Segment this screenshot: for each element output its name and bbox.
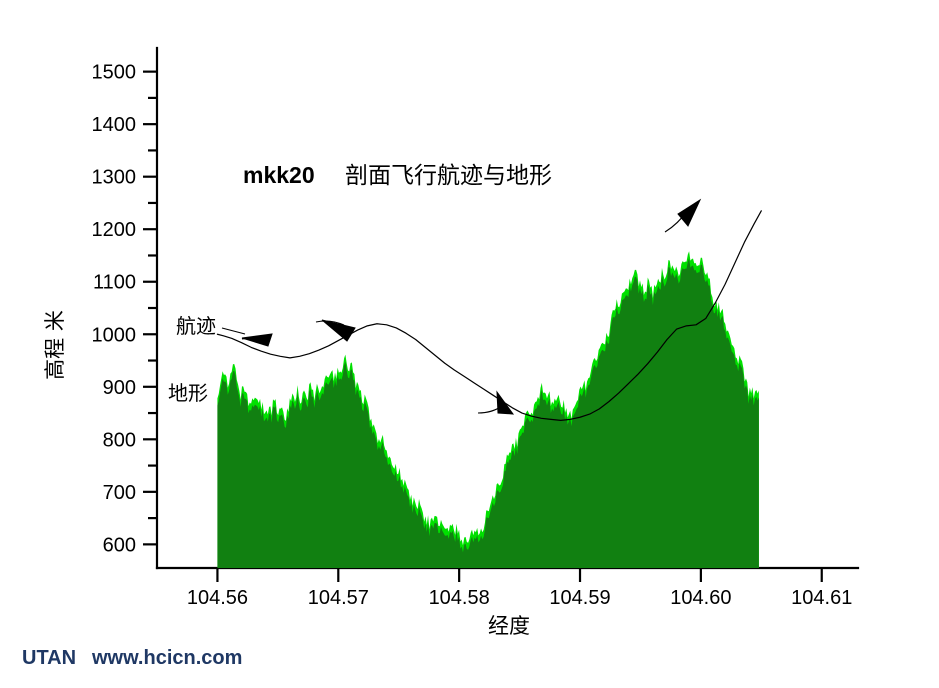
y-axis-major-ticks bbox=[143, 70, 157, 546]
terrain-series bbox=[217, 251, 759, 568]
arrow-left-icon bbox=[241, 333, 273, 347]
terrain-fill-area bbox=[217, 258, 759, 568]
chart-title-prefix: mkk20 bbox=[243, 162, 315, 188]
x-tick-label-104.60: 104.60 bbox=[670, 587, 731, 609]
track-label: 航迹 bbox=[176, 314, 216, 338]
terrain-label: 地形 bbox=[168, 381, 208, 405]
x-tick-label-104.57: 104.57 bbox=[308, 587, 369, 609]
arrow-mid-peak-icon bbox=[315, 319, 356, 342]
y-axis: 600 700 800 900 1000 1100 1200 1300 1400 1500 高程 … bbox=[43, 46, 159, 570]
y-tick-label-700: 700 bbox=[103, 482, 136, 504]
flight-track-line bbox=[216, 210, 762, 421]
y-tick-label-1300: 1300 bbox=[92, 167, 137, 189]
track-label-leader bbox=[221, 327, 246, 335]
x-axis: 104.56 104.57 104.58 104.59 104.60 104.61 经度 bbox=[155, 566, 860, 638]
chart-title: mkk20 剖面飞行航迹与地形 bbox=[243, 162, 552, 189]
x-axis-tick-labels: 104.56 104.57 104.58 104.59 104.60 104.61 bbox=[187, 587, 852, 609]
flight-track-series bbox=[216, 210, 762, 421]
y-tick-label-900: 900 bbox=[103, 377, 136, 399]
y-tick-label-1000: 1000 bbox=[92, 324, 137, 346]
x-tick-label-104.58: 104.58 bbox=[429, 587, 490, 609]
chart-title-chinese: 剖面飞行航迹与地形 bbox=[345, 163, 552, 189]
y-tick-label-600: 600 bbox=[103, 534, 136, 556]
footer-website: www.hcicn.com bbox=[91, 647, 242, 669]
arrow-right-climb-icon bbox=[664, 198, 702, 233]
x-axis-title: 经度 bbox=[488, 614, 530, 638]
footer-brand: UTAN bbox=[22, 647, 76, 669]
y-axis-title: 高程 米 bbox=[43, 310, 67, 380]
y-tick-label-1200: 1200 bbox=[92, 219, 137, 241]
arrow-valley-icon bbox=[477, 390, 515, 415]
x-tick-label-104.59: 104.59 bbox=[549, 587, 610, 609]
y-axis-tick-labels: 600 700 800 900 1000 1100 1200 1300 1400 1500 bbox=[92, 62, 137, 557]
y-tick-label-800: 800 bbox=[103, 429, 136, 451]
x-tick-label-104.56: 104.56 bbox=[187, 587, 248, 609]
chart-annotations: 航迹 地形 bbox=[168, 198, 702, 415]
x-axis-major-ticks bbox=[216, 568, 823, 582]
y-tick-label-1500: 1500 bbox=[92, 62, 137, 84]
footer: UTAN www.hcicn.com bbox=[22, 647, 242, 669]
y-tick-label-1400: 1400 bbox=[92, 114, 137, 136]
y-axis-minor-ticks bbox=[148, 96, 157, 520]
y-tick-label-1100: 1100 bbox=[93, 272, 136, 294]
x-tick-label-104.61: 104.61 bbox=[791, 587, 852, 609]
